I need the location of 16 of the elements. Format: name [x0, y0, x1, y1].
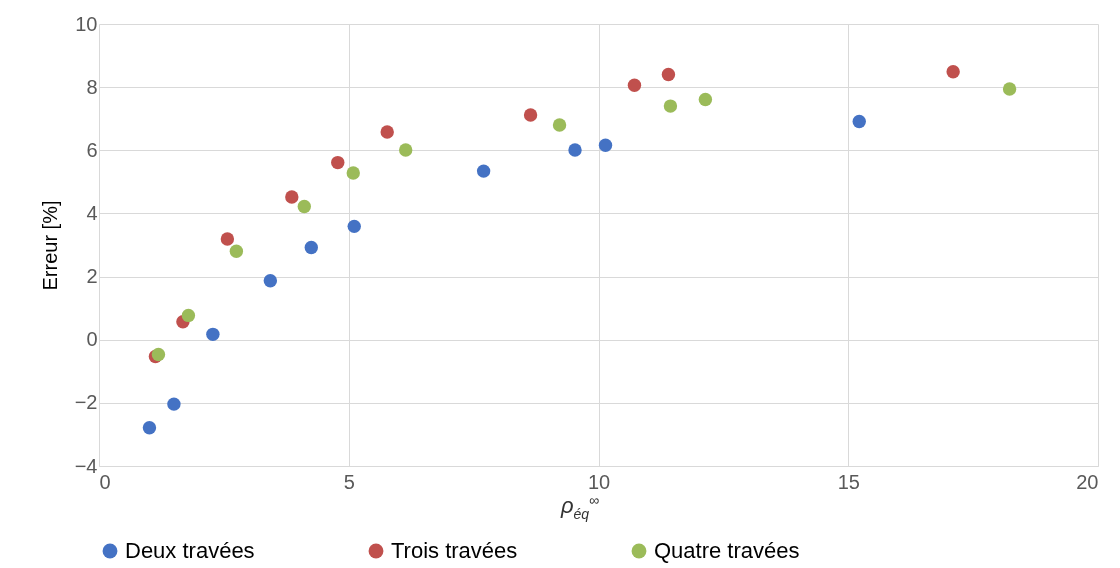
y-tick-label: 10: [75, 12, 98, 35]
x-tick-label: 15: [837, 470, 860, 493]
x-tick-label: 10: [587, 470, 611, 493]
y-tick-label: −4: [74, 454, 98, 477]
x-tick-label: 20: [1076, 470, 1099, 493]
y-tick-label: 2: [86, 265, 98, 288]
y-axis-title: Erreur [%]: [38, 200, 61, 291]
y-tick-label: 6: [86, 138, 98, 161]
legend-label: Deux travées: [125, 538, 255, 563]
y-tick-label: −2: [74, 391, 98, 414]
x-tick-label: 5: [343, 470, 355, 493]
legend-label: Trois travées: [391, 538, 518, 563]
legend-label: Quatre travées: [654, 538, 800, 563]
y-tick-label: 8: [86, 75, 98, 98]
y-tick-label: 4: [86, 201, 98, 224]
y-tick-label: 0: [86, 328, 98, 351]
